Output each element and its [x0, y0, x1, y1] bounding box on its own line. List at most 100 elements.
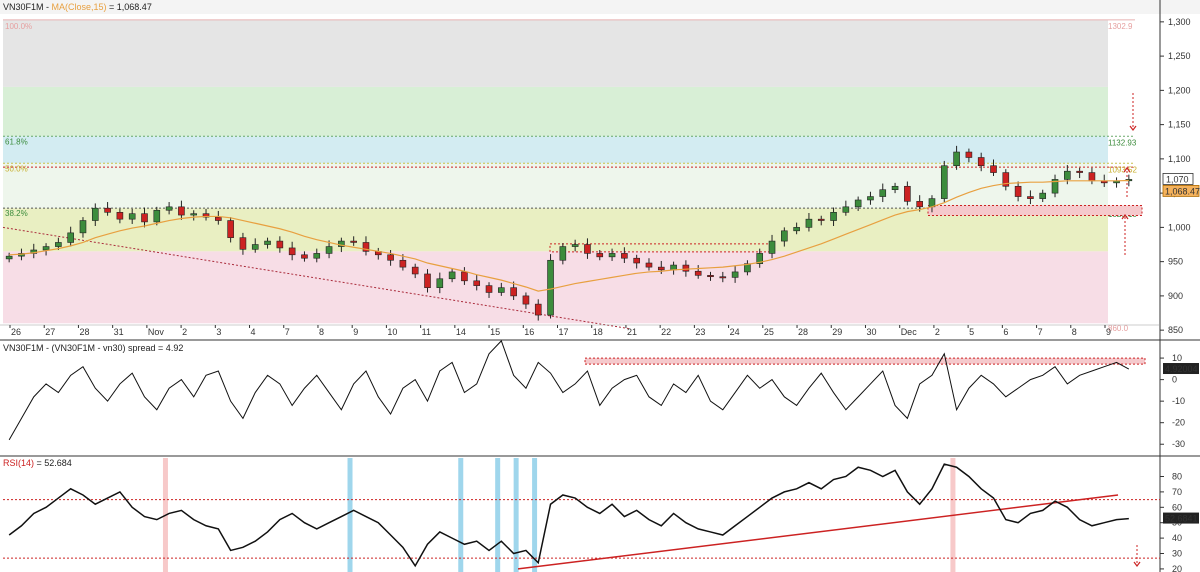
candle-body [940, 165, 948, 199]
candle-body [448, 271, 456, 280]
rsi-y-tick-label: 30 [1172, 549, 1182, 559]
x-tick-label: 9 [353, 327, 358, 337]
x-tick-label: 4 [251, 327, 256, 337]
candle-body [313, 253, 321, 259]
symbol-label: VN30F1M - [3, 2, 52, 12]
candle-body [5, 255, 13, 260]
candle-body [473, 280, 481, 286]
candle-body [338, 240, 345, 247]
candle-body [768, 240, 776, 254]
candle-body [1088, 172, 1096, 182]
rsi-value: = 52.684 [34, 458, 72, 468]
x-tick-label: 7 [285, 327, 290, 337]
candle-body [1002, 172, 1010, 187]
fib-100-value: 1302.9 [1108, 22, 1133, 31]
x-tick-label: 30 [866, 327, 876, 337]
rsi-highlight-bar [495, 458, 501, 572]
candle-body [817, 218, 825, 221]
spread-y-tick-label: -10 [1172, 396, 1185, 406]
spread-line [8, 339, 1130, 441]
candle-body [781, 230, 788, 242]
candle-body [867, 196, 874, 201]
candle-body [559, 246, 567, 261]
x-tick-label: 17 [559, 327, 569, 337]
candle-body [288, 247, 296, 256]
y-tick-label: 1,250 [1168, 51, 1191, 61]
candle-body [657, 266, 665, 271]
x-tick-label: Dec [901, 327, 918, 337]
spread-resistance-box [584, 357, 1146, 365]
candle-body [608, 253, 616, 258]
candle-body [485, 285, 493, 293]
zone-top [3, 19, 1108, 87]
x-tick-label: 29 [832, 327, 842, 337]
candle-body [1076, 170, 1083, 173]
y-tick-label: 1,100 [1168, 154, 1191, 164]
candle-body [830, 212, 837, 221]
candle-body [694, 270, 702, 276]
rsi-highlight-bar [513, 458, 519, 572]
zone-618-500 [3, 136, 1108, 164]
x-tick-label: 2 [182, 327, 187, 337]
candle-body [584, 244, 591, 254]
candle-body [682, 264, 690, 272]
candle-body [190, 213, 198, 216]
candle-body [387, 254, 394, 261]
rsi-title: RSI(14) = 52.684 [3, 458, 72, 468]
candle-body [424, 273, 431, 288]
candle-body [744, 263, 751, 273]
candle-body [436, 278, 444, 288]
last-price-label: 1,070 [1166, 174, 1189, 184]
candle-body [153, 209, 161, 223]
chart-title: VN30F1M - MA(Close,15) = 1,068.47 [3, 2, 152, 12]
candle-body [411, 266, 419, 275]
last-price-badge [1162, 173, 1194, 185]
x-tick-label: 31 [114, 327, 124, 337]
x-tick-label: 23 [695, 327, 705, 337]
downtrend-line [2, 226, 631, 330]
x-tick-label: 11 [422, 327, 431, 337]
candle-body [67, 232, 74, 243]
ma-value: = 1,068.47 [107, 2, 152, 12]
candle-body [793, 227, 800, 232]
candle-body [756, 253, 764, 264]
x-tick-label: 24 [730, 327, 740, 337]
support-box [927, 204, 1143, 216]
rsi-y-tick-label: 70 [1172, 487, 1182, 497]
candle-body [670, 264, 677, 271]
candle-body [55, 242, 62, 247]
fib-500-value: 1093.52 [1108, 165, 1137, 174]
spread-badge-label: 4.92004 [1165, 364, 1198, 374]
candle-body [276, 240, 284, 249]
x-tick-label: 8 [319, 327, 324, 337]
spread-y-tick-label: -30 [1172, 439, 1185, 449]
candle-body [731, 271, 739, 278]
arrow-down-head [1129, 125, 1137, 131]
zone-green [3, 86, 1108, 137]
candle-body [916, 201, 923, 208]
x-tick-label: 3 [216, 327, 221, 337]
candle-body [879, 189, 887, 197]
spread-title: VN30F1M - (VN30F1M - vn30) spread = 4.92 [3, 343, 183, 353]
candle-body [202, 213, 210, 218]
rsi-y-tick-label: 80 [1172, 471, 1182, 481]
x-tick-label: 22 [661, 327, 671, 337]
rsi-y-tick-label: 60 [1172, 502, 1182, 512]
x-tick-label: Nov [148, 327, 165, 337]
arrow-up-2-head [1121, 214, 1129, 220]
ma-price-label: 1,068.47 [1165, 186, 1200, 196]
candle-body [633, 257, 640, 264]
rsi-y-tick-label: 20 [1172, 564, 1182, 572]
candle-body [510, 287, 517, 297]
x-tick-label: 2 [935, 327, 940, 337]
candle-body [522, 295, 530, 305]
rsi-line [8, 463, 1129, 568]
candle-body [805, 218, 813, 228]
title-bar [0, 0, 1200, 14]
spread-y-tick-label: 10 [1172, 353, 1182, 363]
fib-382-label: 38.2% [5, 209, 28, 218]
candle-body [362, 242, 370, 252]
rsi-y-tick-label: 40 [1172, 533, 1182, 543]
rsi-trendline [517, 494, 1119, 570]
